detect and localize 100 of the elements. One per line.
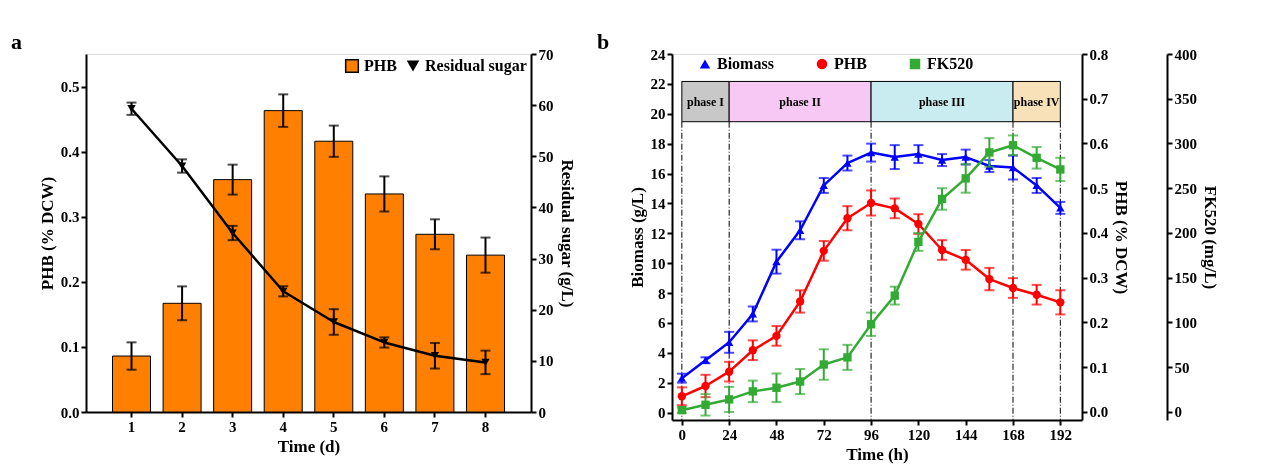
y3-tick-label: 150 (1174, 270, 1197, 287)
point (724, 395, 734, 404)
x-tick-label: 8 (481, 418, 490, 435)
point (819, 360, 828, 369)
y2-tick-label: 40 (538, 199, 554, 216)
y-axis-title: PHB (% DCW) (37, 176, 57, 291)
text: b (597, 29, 610, 54)
x-tick-label: 72 (816, 426, 832, 443)
point (890, 153, 899, 161)
point (866, 320, 876, 329)
point (914, 237, 923, 247)
legend-label: Biomass (717, 55, 774, 72)
point (985, 274, 994, 284)
y-tick-label: 0.3 (60, 209, 80, 226)
legend-label: FK520 (927, 55, 974, 72)
x-tick-label: 2 (178, 418, 186, 435)
legend-label: Residual sugar (425, 57, 527, 75)
point (177, 162, 187, 170)
y2-tick-label: 60 (538, 97, 554, 114)
point (724, 367, 734, 376)
y2-tick-label: 0.5 (1089, 180, 1109, 197)
point (937, 156, 947, 164)
point (1056, 298, 1065, 307)
legend-label: PHB (364, 57, 398, 74)
y2-axis-title: PHB (% DCW) (1112, 180, 1132, 295)
x-tick-label: 168 (1002, 426, 1025, 443)
y-tick-label: 22 (650, 76, 666, 93)
y2-tick-label: 0.7 (1089, 91, 1109, 108)
point (701, 381, 710, 391)
y3-tick-label: 50 (1174, 359, 1190, 376)
band-label: phase I (687, 94, 725, 109)
point (843, 159, 852, 167)
point (677, 392, 687, 401)
y3-tick-label: 200 (1174, 225, 1197, 242)
point (890, 291, 899, 300)
y3-tick-label: 250 (1174, 180, 1197, 197)
x-tick-label: 192 (1049, 426, 1073, 443)
y-tick-label: 10 (650, 255, 666, 272)
y-tick-label: 0.2 (60, 274, 80, 291)
point (819, 181, 828, 190)
point (1032, 290, 1041, 299)
point (985, 148, 994, 157)
point (961, 174, 970, 183)
point (843, 214, 852, 223)
y3-tick-label: 0 (1174, 404, 1182, 421)
point (1008, 283, 1018, 293)
x-tick-label: 0 (678, 426, 687, 443)
y2-axis-title: Residual sugar (g/L) (557, 159, 577, 308)
point (961, 255, 970, 264)
y-tick-label: 0.5 (60, 79, 80, 96)
x-tick-label: 24 (722, 426, 738, 443)
point (914, 150, 923, 158)
point (748, 387, 757, 396)
y-tick-label: 8 (658, 285, 666, 302)
x-tick-label: 6 (380, 418, 389, 435)
y3-tick-label: 400 (1174, 46, 1197, 63)
point (937, 245, 947, 255)
y3-axis-title: FK520 (mg/L) (1201, 185, 1220, 290)
point (430, 352, 440, 360)
x-tick-label: 1 (127, 418, 136, 435)
x-tick-label: 48 (769, 426, 785, 443)
point (795, 297, 805, 306)
point (795, 226, 805, 234)
point (961, 153, 970, 161)
point (329, 318, 338, 326)
band-label: phase III (918, 94, 966, 109)
y3-tick-label: 300 (1174, 135, 1197, 152)
x-tick-label: 144 (954, 426, 978, 443)
y-tick-label: 6 (658, 315, 666, 332)
y-tick-label: 20 (650, 106, 666, 123)
text: a (11, 29, 22, 54)
x-tick-label: 96 (864, 426, 880, 443)
y3-tick-label: 100 (1174, 314, 1197, 331)
y2-tick-label: 30 (538, 251, 554, 268)
y2-tick-label: 50 (538, 148, 554, 165)
y2-tick-label: 0 (538, 404, 546, 421)
y-tick-label: 24 (650, 46, 666, 63)
band-label: phase IV (1013, 94, 1060, 109)
point (772, 258, 781, 266)
point (1056, 165, 1065, 174)
y2-tick-label: 10 (538, 353, 554, 370)
y2-tick-label: 0.1 (1089, 359, 1109, 376)
x-tick-label: 3 (228, 418, 237, 435)
point (866, 198, 876, 208)
point (843, 353, 852, 362)
point (914, 219, 923, 229)
y-tick-label: 0.0 (60, 404, 80, 421)
point (1032, 153, 1041, 162)
band-label: phase II (779, 94, 822, 109)
point (819, 246, 828, 256)
point (127, 105, 136, 113)
y-axis-title: Biomass (g/L) (627, 187, 647, 288)
y-tick-label: 0.1 (60, 339, 80, 356)
y2-tick-label: 0.3 (1089, 270, 1109, 287)
y-tick-label: 12 (650, 225, 666, 242)
point (772, 331, 781, 341)
x-tick-label: 120 (907, 426, 931, 443)
y2-tick-label: 0.8 (1089, 46, 1109, 63)
y-tick-label: 4 (658, 345, 666, 362)
y-tick-label: 16 (650, 166, 666, 183)
